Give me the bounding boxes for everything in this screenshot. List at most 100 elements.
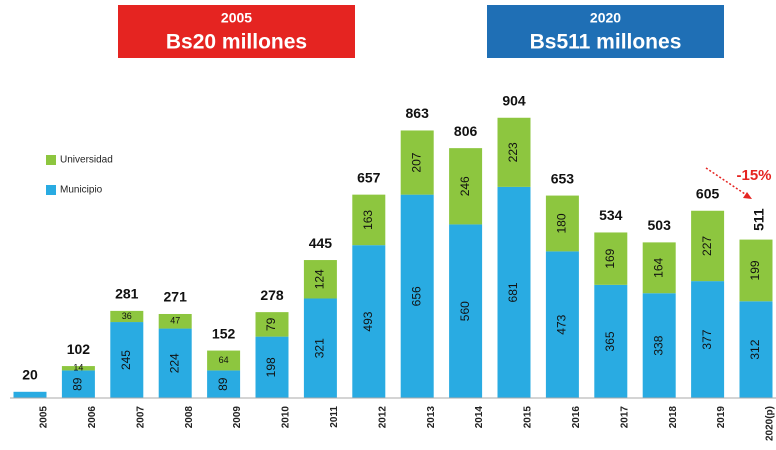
bar-segment [739, 239, 773, 302]
total-label: 806 [454, 123, 478, 139]
bar-segment [642, 242, 676, 294]
arrow-head [743, 192, 752, 199]
bar-segment [255, 336, 289, 398]
bar-segment [303, 260, 337, 299]
bar-segment [352, 194, 386, 246]
bar-segment [207, 370, 241, 398]
x-tick-label: 2006 [87, 406, 98, 429]
segment-label: 199 [748, 260, 762, 280]
total-label: 102 [67, 341, 91, 357]
bar-segment [691, 210, 725, 282]
bar-segment [642, 293, 676, 398]
header-amount: Bs20 millones [166, 31, 307, 54]
segment-label: 169 [603, 248, 617, 268]
bar-segment [545, 195, 579, 252]
bar-segment [497, 186, 531, 398]
header-amount: Bs511 millones [530, 31, 682, 54]
segment-label: 14 [73, 363, 83, 373]
total-label: 904 [502, 92, 526, 108]
segment-label: 89 [71, 377, 85, 391]
bar-segment [691, 281, 725, 398]
bar-segment [449, 148, 483, 225]
segment-label: 207 [409, 152, 423, 172]
segment-label: 473 [555, 314, 569, 334]
x-tick-label: 2013 [426, 406, 437, 429]
legend-label: Municipio [60, 185, 103, 196]
segment-label: 377 [700, 329, 714, 349]
segment-label: 36 [122, 311, 132, 321]
bar-segment [594, 284, 628, 398]
segment-label: 656 [409, 286, 423, 306]
segment-label: 64 [219, 355, 229, 365]
segment-label: 180 [555, 213, 569, 233]
segment-label: 124 [313, 269, 327, 289]
total-label: 278 [260, 287, 284, 303]
header-box [118, 5, 355, 58]
x-tick-label: 2012 [377, 406, 388, 429]
x-tick-label: 2007 [135, 406, 146, 429]
bar-segment [352, 245, 386, 398]
legend-swatch [46, 185, 56, 195]
bar-segment [207, 350, 241, 371]
annotation: -15% [736, 167, 771, 184]
segment-label: 164 [651, 257, 665, 277]
segment-label: 681 [506, 282, 520, 302]
bar-segment [255, 312, 289, 337]
bar-segment [400, 194, 434, 398]
segment-label: 493 [361, 311, 375, 331]
x-tick-label: 2018 [668, 406, 679, 429]
x-tick-label: 2011 [329, 406, 340, 428]
bar-segment [110, 322, 144, 398]
x-tick-label: 2019 [716, 406, 727, 429]
header-year: 2020 [590, 10, 621, 26]
segment-label: 246 [458, 176, 472, 196]
x-tick-label: 2005 [39, 406, 50, 429]
segment-label: 47 [170, 316, 180, 326]
total-label: 271 [164, 289, 188, 305]
total-label: 534 [599, 207, 623, 223]
bar-segment [61, 366, 95, 371]
segment-label: 338 [651, 335, 665, 355]
segment-label: 312 [748, 339, 762, 359]
total-label: 511 [751, 208, 767, 231]
x-tick-label: 2014 [474, 406, 485, 429]
bar-segment [110, 310, 144, 323]
bar-segment [303, 298, 337, 398]
segment-label: 79 [264, 317, 278, 331]
bar-segment [61, 370, 95, 398]
x-tick-label: 2009 [232, 406, 243, 429]
segment-label: 245 [119, 350, 133, 370]
header-year: 2005 [221, 10, 252, 26]
bar-segment [400, 130, 434, 195]
segment-label: 321 [313, 338, 327, 358]
x-tick-label: 2020(p) [765, 406, 776, 441]
total-label: 605 [696, 185, 720, 201]
segment-label: 223 [506, 142, 520, 162]
total-label: 503 [648, 217, 672, 233]
x-tick-label: 2010 [281, 406, 292, 429]
segment-label: 227 [700, 236, 714, 256]
total-label: 657 [357, 169, 381, 185]
total-label: 445 [309, 235, 333, 251]
total-label: 863 [406, 105, 430, 121]
bar-segment [545, 251, 579, 398]
x-tick-label: 2017 [619, 406, 630, 429]
total-label: 653 [551, 170, 575, 186]
bar-segment [594, 232, 628, 285]
legend-swatch [46, 155, 56, 165]
x-tick-label: 2008 [184, 406, 195, 429]
segment-label: 198 [264, 357, 278, 377]
total-label: 281 [115, 286, 139, 302]
bar-segment [739, 301, 773, 398]
total-label: 152 [212, 325, 236, 341]
x-tick-label: 2015 [523, 406, 534, 429]
header-box [487, 5, 724, 58]
x-tick-label: 2016 [571, 406, 582, 429]
segment-label: 365 [603, 331, 617, 351]
segment-label: 89 [216, 377, 230, 391]
bar-segment [497, 117, 531, 187]
bar-segment [158, 328, 192, 398]
segment-label: 224 [167, 353, 181, 373]
bar-segment [449, 224, 483, 398]
